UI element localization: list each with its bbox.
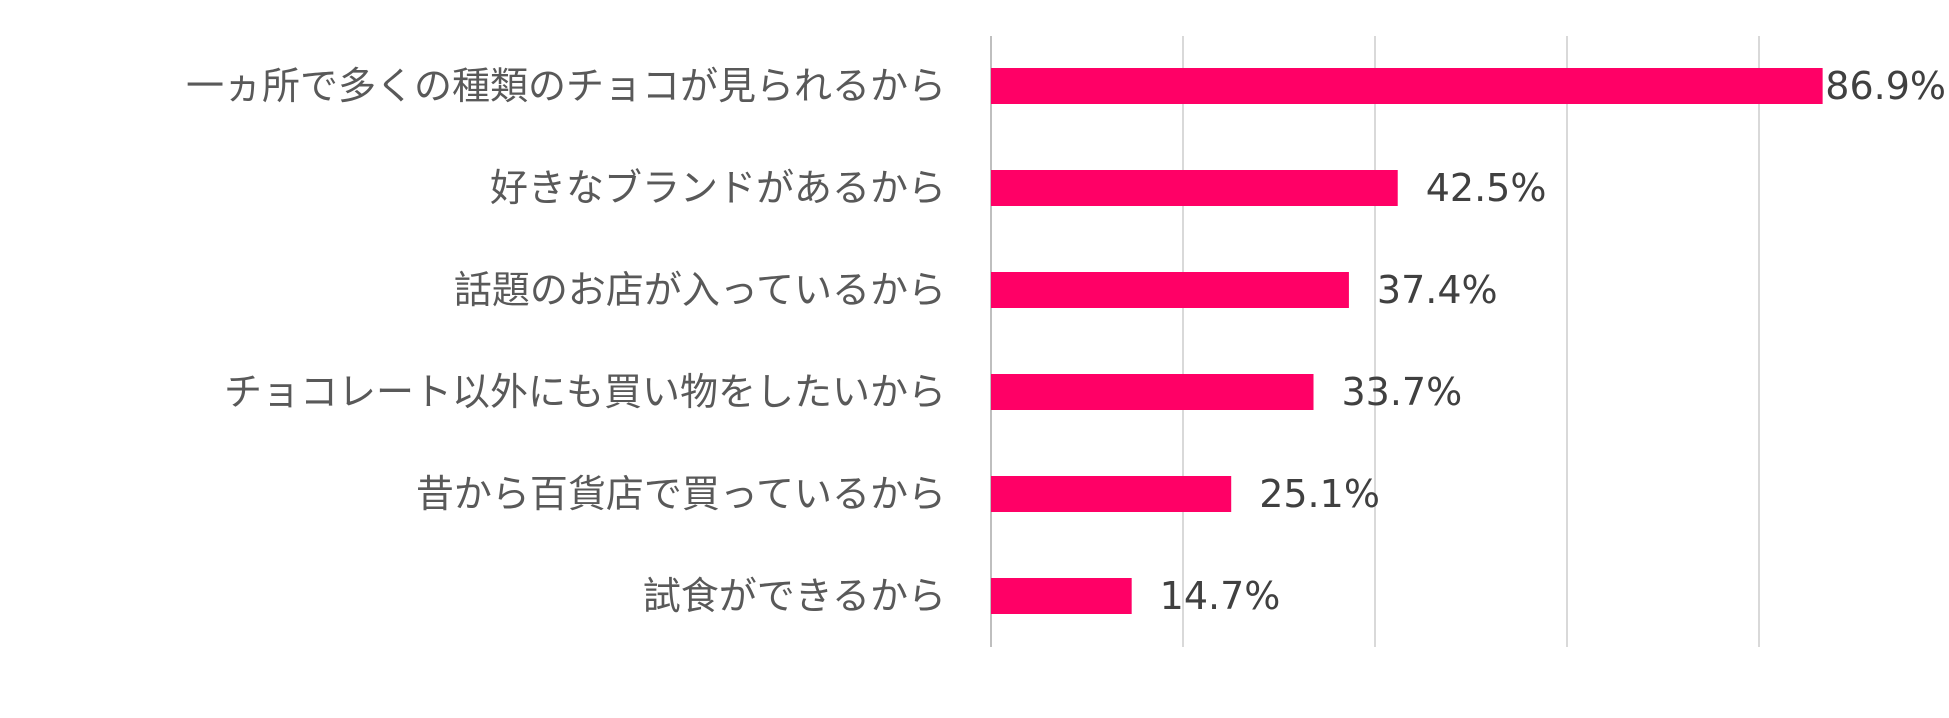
value-label: 25.1% — [1259, 472, 1380, 516]
value-labels: 86.9% 42.5% 37.4% 33.7% 25.1% 14.7% — [1160, 64, 1946, 618]
bar — [991, 272, 1349, 308]
category-label: 一ヵ所で多くの種類のチョコが見られるから — [186, 64, 946, 108]
value-label: 86.9% — [1825, 64, 1946, 108]
gridlines — [990, 36, 1760, 647]
bar — [991, 374, 1314, 410]
category-label: 話題のお店が入っているから — [454, 268, 946, 312]
bar — [991, 68, 1823, 104]
value-label: 14.7% — [1160, 574, 1281, 618]
bar — [991, 578, 1132, 614]
category-label: 昔から百貨店で買っているから — [416, 472, 946, 516]
value-label: 33.7% — [1342, 370, 1463, 414]
category-label: チョコレート以外にも買い物をしたいから — [224, 370, 946, 414]
category-labels: 一ヵ所で多くの種類のチョコが見られるから好きなブランドがあるから話題のお店が入っ… — [186, 64, 946, 618]
bar — [991, 170, 1398, 206]
category-label: 好きなブランドがあるから — [490, 166, 946, 210]
category-label: 試食ができるから — [643, 574, 946, 618]
value-label: 37.4% — [1377, 268, 1498, 312]
bar — [991, 476, 1232, 512]
bars — [991, 68, 1823, 614]
value-label: 42.5% — [1426, 166, 1547, 210]
